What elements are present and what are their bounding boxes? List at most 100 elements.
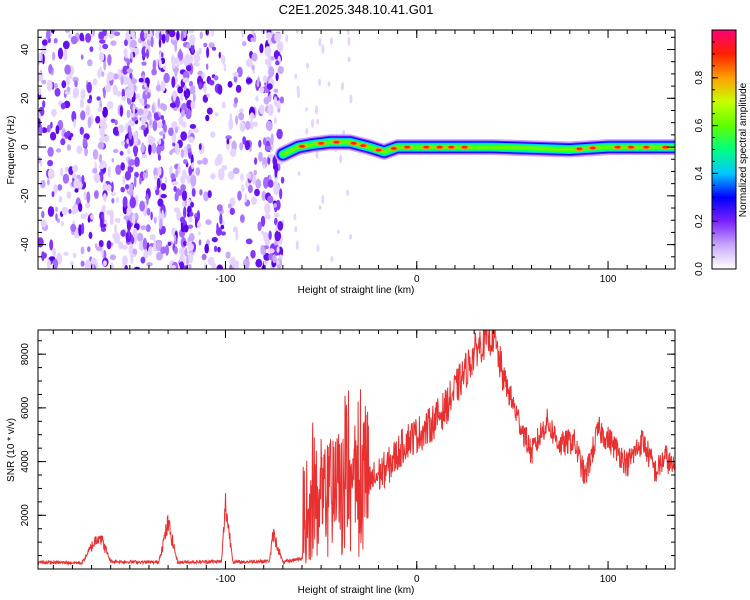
- snr-series-line: [38, 330, 675, 567]
- noise-speck: [126, 109, 131, 119]
- noise-speck: [316, 244, 320, 253]
- noise-speck: [122, 196, 128, 208]
- noise-speck: [175, 168, 179, 178]
- noise-speck: [191, 162, 195, 170]
- noise-speck: [168, 127, 174, 136]
- noise-speck: [220, 224, 225, 230]
- noise-speck: [347, 36, 351, 46]
- noise-speck: [188, 252, 194, 264]
- noise-speck: [297, 171, 301, 176]
- colorbar-gradient: [711, 29, 737, 270]
- noise-speck: [171, 76, 176, 88]
- noise-speck: [79, 126, 85, 135]
- noise-speck: [64, 64, 71, 75]
- noise-speck: [55, 125, 60, 135]
- noise-speck: [186, 65, 192, 72]
- noise-speck: [51, 108, 57, 117]
- noise-speck: [87, 246, 91, 252]
- noise-speck: [151, 104, 155, 114]
- noise-speck: [145, 127, 149, 135]
- noise-speck: [177, 163, 181, 175]
- noise-speck: [186, 241, 192, 247]
- noise-speck: [270, 133, 274, 145]
- noise-speck: [60, 167, 64, 177]
- noise-speck: [79, 98, 84, 109]
- noise-speck: [118, 68, 121, 75]
- noise-speck: [103, 250, 107, 260]
- noise-speck: [235, 84, 242, 93]
- noise-speck: [264, 237, 271, 246]
- noise-speck: [97, 107, 104, 113]
- noise-speck: [84, 259, 92, 269]
- noise-speck: [189, 54, 194, 65]
- noise-speck: [201, 73, 206, 79]
- noise-speck: [57, 184, 63, 191]
- spectrogram-chart: -100 0 100 -40 -20 0 20 40 Height of straight …: [6, 29, 676, 296]
- noise-speck: [47, 258, 51, 269]
- noise-speck: [181, 190, 188, 201]
- noise-speck: [98, 153, 103, 164]
- noise-speck: [266, 57, 272, 69]
- noise-speck: [132, 145, 139, 155]
- noise-speck: [205, 219, 212, 226]
- trace-peak-core: [643, 145, 650, 149]
- noise-speck: [174, 234, 177, 243]
- noise-speck: [242, 124, 245, 132]
- noise-speck: [46, 79, 53, 92]
- noise-speck: [199, 189, 203, 196]
- noise-speck: [192, 93, 196, 102]
- noise-speck: [214, 157, 220, 167]
- noise-speck: [110, 181, 114, 193]
- noise-speck: [181, 109, 185, 118]
- noise-speck: [208, 79, 215, 86]
- noise-speck: [196, 221, 202, 228]
- noise-speck: [47, 146, 54, 157]
- noise-speck: [114, 119, 118, 126]
- trace-band: [280, 140, 675, 157]
- noise-speck: [163, 65, 167, 70]
- noise-speck: [127, 77, 132, 89]
- noise-speck: [160, 81, 166, 92]
- noise-speck: [142, 154, 148, 159]
- spectrogram-y-label: Frequency (Hz): [6, 116, 17, 185]
- noise-speck: [46, 30, 51, 40]
- noise-speck: [53, 184, 58, 195]
- noise-speck: [321, 194, 325, 205]
- noise-speck: [254, 188, 260, 197]
- noise-speck: [134, 156, 140, 167]
- noise-speck: [130, 78, 138, 84]
- noise-speck: [203, 83, 207, 93]
- noise-speck: [249, 120, 254, 130]
- noise-speck: [277, 66, 284, 74]
- noise-speck: [198, 239, 202, 246]
- noise-speck: [74, 80, 78, 88]
- noise-speck: [129, 187, 134, 196]
- noise-speck: [179, 261, 185, 269]
- noise-speck: [72, 87, 80, 98]
- noise-speck: [154, 186, 157, 191]
- noise-speck: [269, 56, 275, 61]
- noise-speck: [107, 100, 114, 110]
- colorbar-tick-label: 0.0: [694, 262, 705, 276]
- noise-speck: [157, 121, 163, 128]
- noise-speck: [169, 150, 173, 156]
- noise-speck: [72, 208, 76, 216]
- noise-speck: [136, 232, 144, 242]
- noise-speck: [182, 169, 187, 180]
- noise-speck: [265, 120, 273, 131]
- noise-speck: [229, 207, 235, 215]
- noise-speck: [92, 149, 99, 160]
- noise-speck: [217, 246, 221, 253]
- noise-speck: [117, 124, 125, 133]
- trace-peak-core: [360, 144, 367, 148]
- noise-speck: [123, 215, 129, 221]
- y-tick-label: 6000: [20, 396, 31, 419]
- x-tick-label: -100: [215, 274, 235, 285]
- noise-speck: [146, 262, 153, 267]
- noise-speck: [267, 195, 274, 204]
- noise-speck: [253, 121, 258, 127]
- noise-speck: [321, 44, 325, 55]
- noise-speck: [38, 156, 42, 164]
- x-tick-label: 0: [414, 274, 420, 285]
- noise-speck: [221, 231, 226, 236]
